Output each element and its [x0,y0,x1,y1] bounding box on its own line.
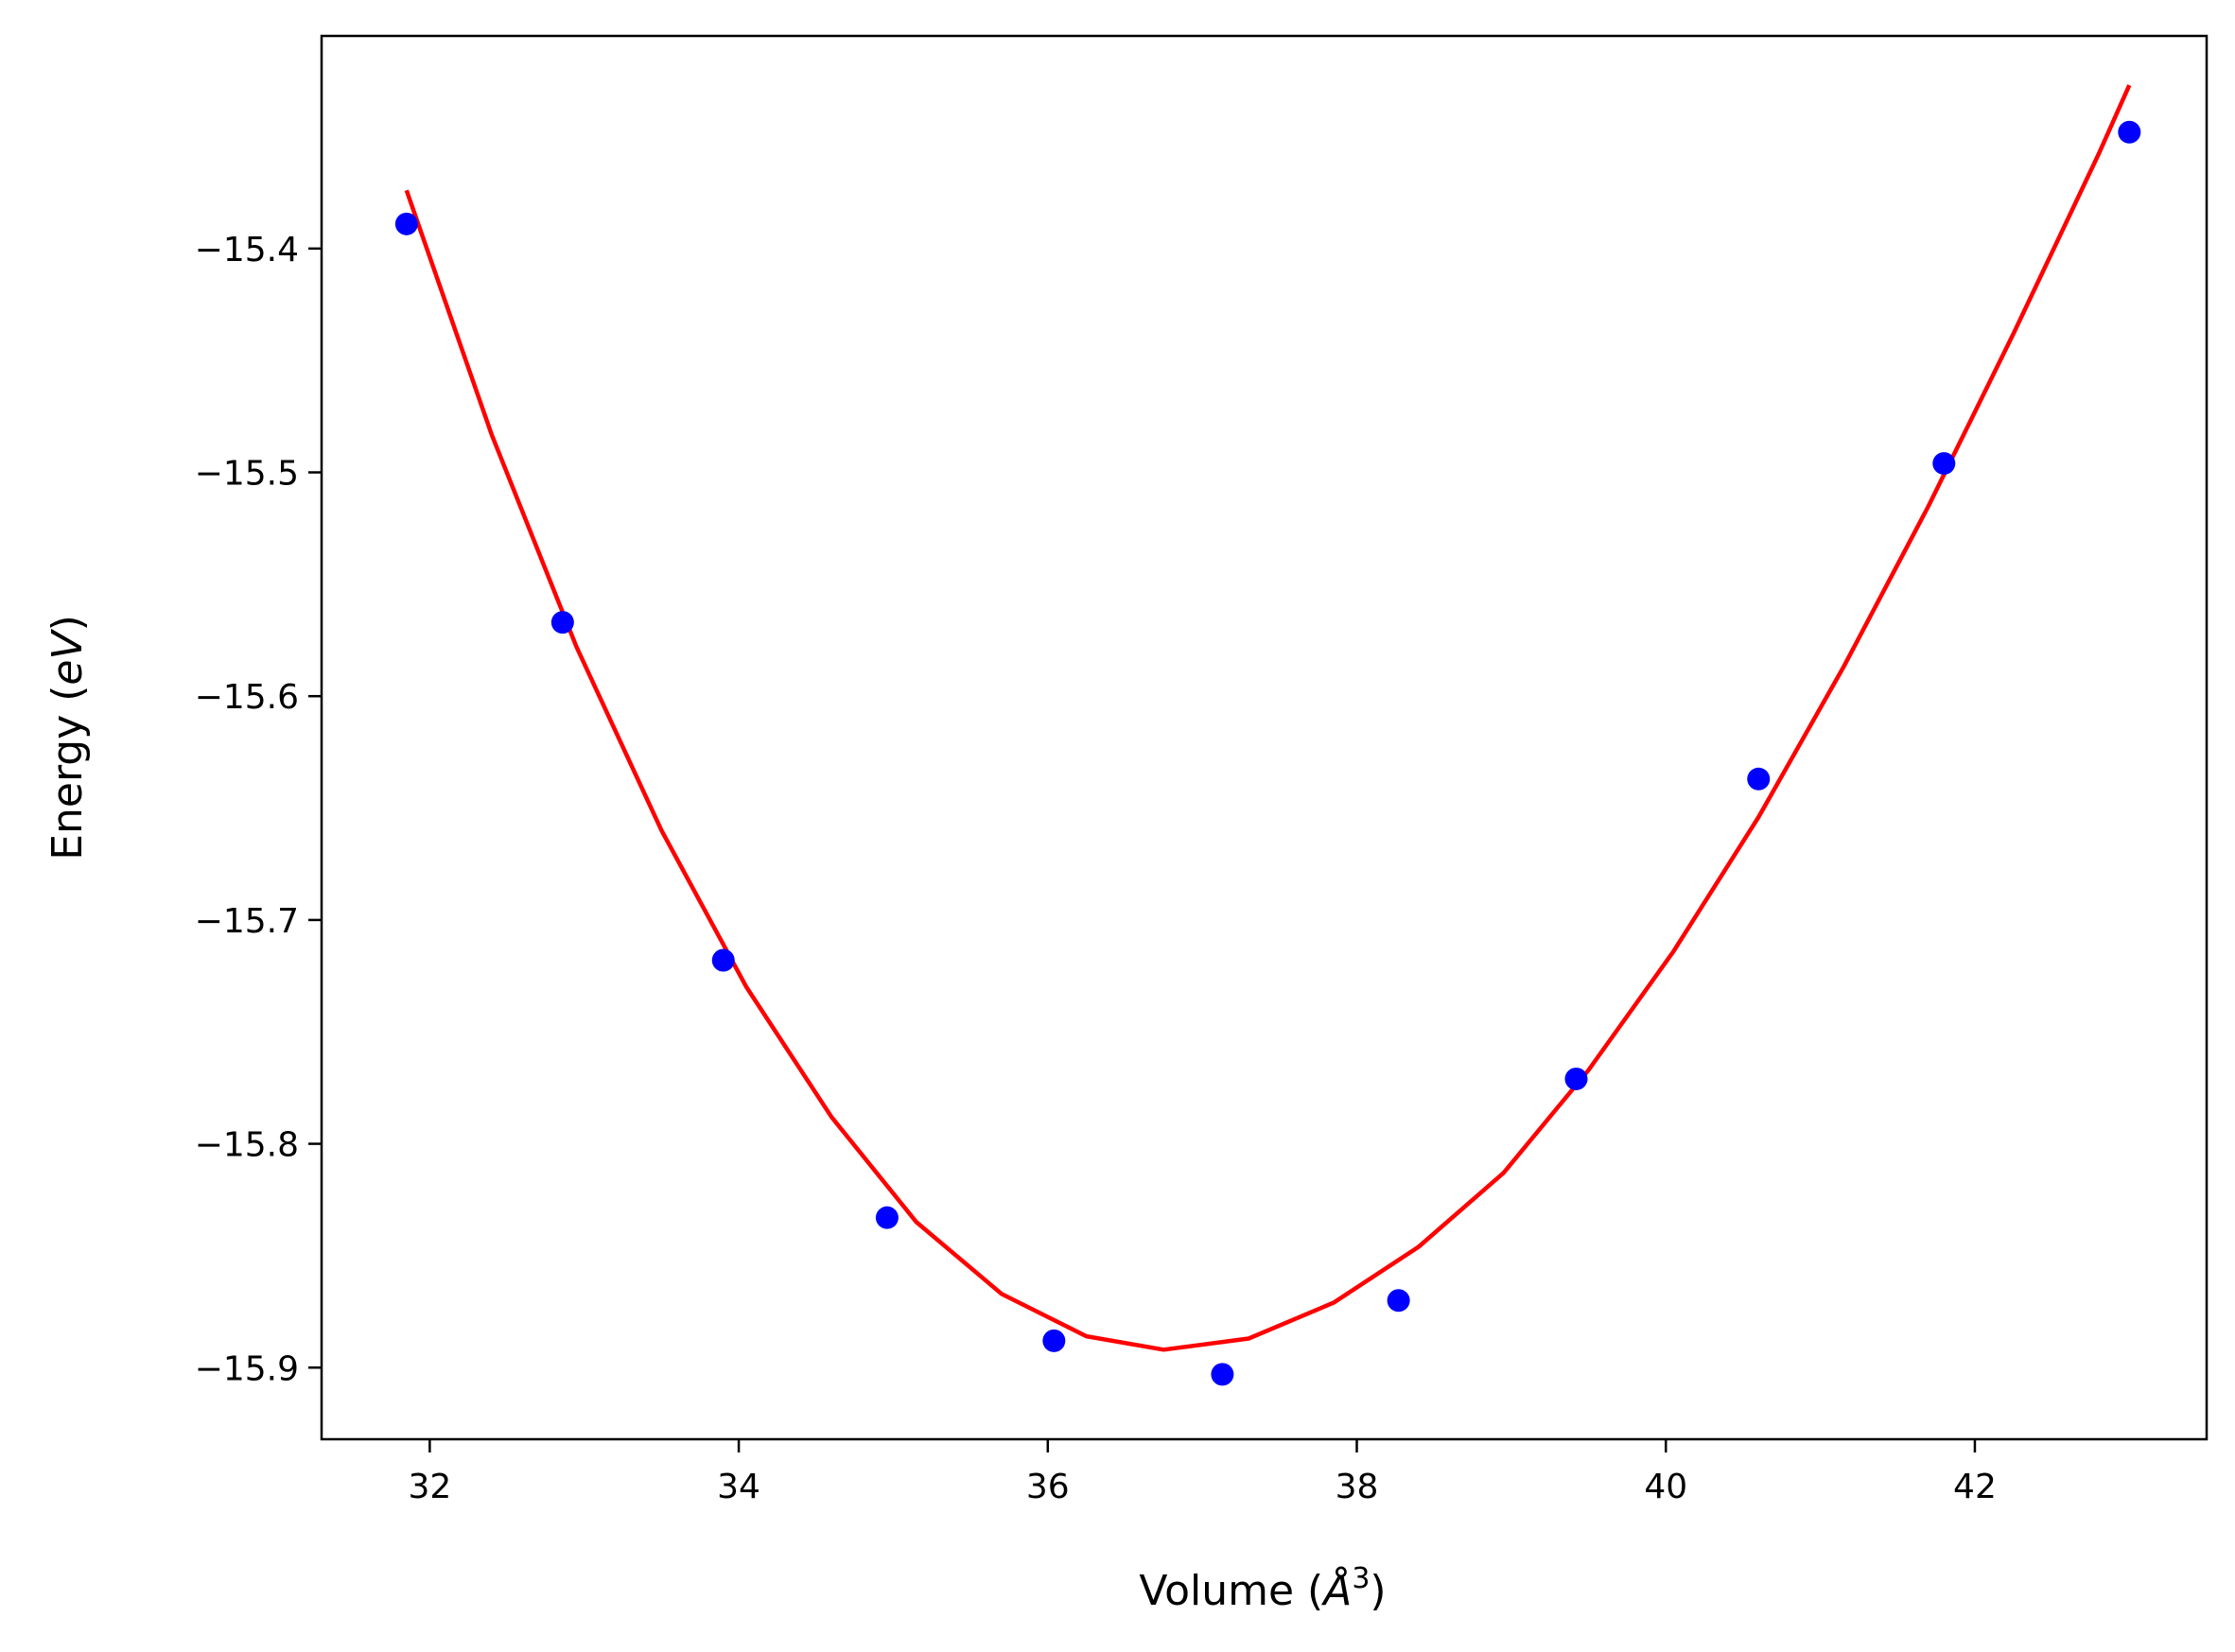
plot-area [320,34,2209,1441]
data-point [394,212,418,235]
data-point [1747,767,1771,791]
x-axis-label-prefix: Volume ( [1139,1567,1323,1615]
x-tick-label: 34 [717,1468,760,1506]
x-tick-label: 38 [1336,1468,1379,1506]
data-point [875,1206,899,1229]
x-axis-ticks: 32 34 36 38 40 42 [408,1439,1997,1506]
data-point [1564,1067,1588,1090]
x-tick-label: 32 [408,1468,451,1506]
x-axis-label-suffix: ) [1370,1567,1386,1615]
x-tick-label: 36 [1026,1468,1070,1506]
y-tick-label: −15.6 [195,678,299,717]
y-tick-label: −15.4 [195,231,299,270]
x-axis-label: Volume (Å3) [1139,1562,1386,1615]
y-axis-label-symbol: eV [44,629,92,686]
data-point [2118,120,2141,144]
y-tick-label: −15.7 [195,902,299,941]
y-axis-label: Energy (eV) [44,615,92,861]
data-point [1042,1329,1066,1352]
x-tick-label: 42 [1953,1468,1997,1506]
data-point [1932,452,1956,476]
y-tick-label: −15.5 [195,455,299,494]
y-axis-label-suffix: ) [44,615,92,631]
x-axis-label-symbol: Å [1320,1565,1352,1615]
y-axis-ticks: −15.4 −15.5 −15.6 −15.7 −15.8 −15.9 [195,231,322,1388]
series-layer [394,84,2141,1386]
x-axis-label-superscript: 3 [1352,1562,1370,1595]
data-point [1387,1289,1410,1313]
data-point [550,611,574,635]
data-point [711,948,735,972]
fit-curve-line [404,84,2132,1352]
y-axis-label-prefix: Energy ( [44,686,92,861]
x-tick-label: 40 [1644,1468,1687,1506]
y-tick-label: −15.9 [195,1349,299,1388]
y-tick-label: −15.8 [195,1126,299,1165]
data-point [1211,1363,1234,1386]
